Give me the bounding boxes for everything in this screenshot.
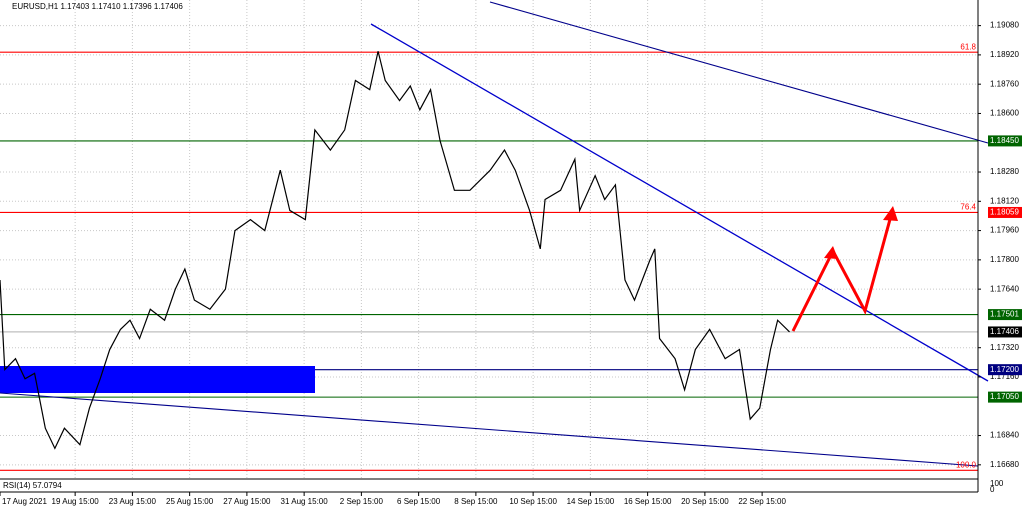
y-tick-label: 1.18280 xyxy=(990,167,1019,176)
fib-label: 100.0 xyxy=(956,460,977,469)
rsi-title: RSI(14) 57.0794 xyxy=(3,481,62,490)
y-tick-label: 1.18120 xyxy=(990,196,1019,205)
arrow-head xyxy=(883,206,898,221)
chart-title: EURUSD,H1 1.17403 1.17410 1.17396 1.1740… xyxy=(12,2,183,11)
y-tick-label: 1.18760 xyxy=(990,79,1019,88)
y-tick-label: 1.17960 xyxy=(990,226,1019,235)
y-tick-label: 1.17320 xyxy=(990,343,1019,352)
price-box-label: 1.18450 xyxy=(990,136,1019,145)
price-box-label: 1.18059 xyxy=(990,208,1019,217)
rsi-scale: 100 xyxy=(990,479,1004,488)
price-box-label: 1.17200 xyxy=(990,365,1019,374)
price-box xyxy=(988,206,1022,218)
trend-line xyxy=(489,1,989,144)
y-tick-label: 1.17160 xyxy=(990,372,1019,381)
x-tick-label: 20 Sep 15:00 xyxy=(681,497,729,506)
price-box-label: 1.17406 xyxy=(990,327,1019,336)
x-tick-label: 14 Sep 15:00 xyxy=(567,497,615,506)
x-tick-label: 6 Sep 15:00 xyxy=(397,497,441,506)
fib-label: 76.4 xyxy=(960,203,976,212)
x-tick-label: 25 Aug 15:00 xyxy=(166,497,214,506)
x-tick-label: 22 Sep 15:00 xyxy=(738,497,786,506)
x-tick-label: 10 Sep 15:00 xyxy=(509,497,557,506)
x-tick-label: 17 Aug 2021 xyxy=(2,497,47,506)
y-tick-label: 1.18600 xyxy=(990,109,1019,118)
trend-line xyxy=(0,392,979,467)
x-tick-label: 27 Aug 15:00 xyxy=(223,497,271,506)
y-tick-label: 1.17640 xyxy=(990,284,1019,293)
y-tick-label: 1.16840 xyxy=(990,431,1019,440)
y-tick-label: 1.19080 xyxy=(990,21,1019,30)
x-tick-label: 31 Aug 15:00 xyxy=(281,497,329,506)
price-box xyxy=(988,309,1022,321)
x-tick-label: 19 Aug 15:00 xyxy=(52,497,100,506)
x-tick-label: 8 Sep 15:00 xyxy=(454,497,498,506)
y-tick-label: 1.16680 xyxy=(990,460,1019,469)
price-line xyxy=(0,51,790,450)
price-box-label: 1.17050 xyxy=(990,392,1019,401)
arrow-head xyxy=(824,246,838,259)
x-tick-label: 23 Aug 15:00 xyxy=(109,497,157,506)
price-box xyxy=(988,135,1022,147)
price-box xyxy=(988,364,1022,376)
y-tick-label: 1.17800 xyxy=(990,255,1019,264)
price-box-label: 1.17501 xyxy=(990,310,1019,319)
x-tick-label: 16 Sep 15:00 xyxy=(624,497,672,506)
x-tick-label: 2 Sep 15:00 xyxy=(340,497,384,506)
price-box xyxy=(988,326,1022,338)
y-tick-label: 1.18920 xyxy=(990,50,1019,59)
rsi-scale: 0 xyxy=(990,485,995,494)
forecast-arrow xyxy=(791,211,894,332)
price-box xyxy=(988,391,1022,403)
trend-line xyxy=(370,23,989,382)
demand-zone xyxy=(0,366,315,393)
fib-label: 61.8 xyxy=(960,42,976,51)
